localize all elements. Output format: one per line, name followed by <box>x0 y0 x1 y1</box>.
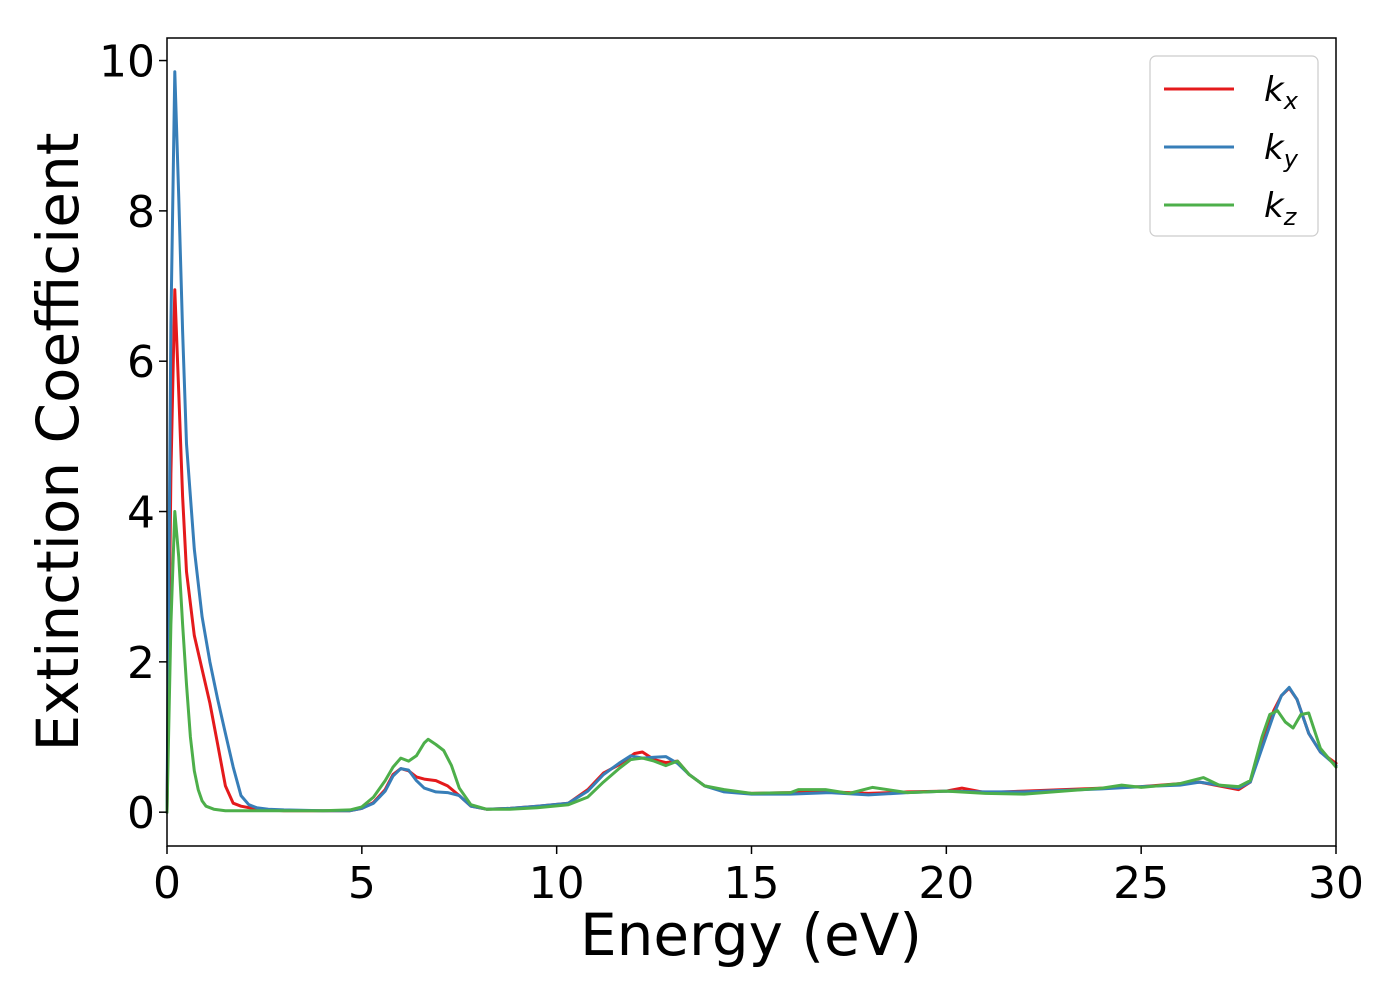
y-tick-label: 0 <box>127 788 155 839</box>
x-tick-label: 0 <box>153 858 181 909</box>
series-line-kz <box>165 510 1338 814</box>
y-tick-label: 2 <box>127 638 155 689</box>
x-tick-label: 30 <box>1308 858 1364 909</box>
y-tick-label: 4 <box>127 488 155 539</box>
y-tick-label: 6 <box>127 337 155 388</box>
x-tick-label: 15 <box>724 858 780 909</box>
legend-label-kz: kz <box>1264 186 1298 231</box>
y-tick-label: 8 <box>127 187 155 238</box>
x-tick-label: 5 <box>348 858 376 909</box>
y-axis-title: Extinction Coefficient <box>24 133 92 752</box>
legend: kx ky kz <box>1149 55 1319 237</box>
series-line-ky <box>165 70 1338 814</box>
x-tick-label: 20 <box>918 858 974 909</box>
series-layer <box>165 70 1338 814</box>
x-tick-label: 25 <box>1113 858 1169 909</box>
legend-label-kx: kx <box>1264 70 1299 115</box>
legend-label-ky: ky <box>1264 128 1299 173</box>
x-tick-label: 10 <box>529 858 585 909</box>
y-tick-label: 10 <box>99 37 155 88</box>
x-axis-title: Energy (eV) <box>580 901 922 969</box>
ticks-layer: 0 5 10 15 20 25 30 0 2 4 6 8 10 <box>99 37 1364 909</box>
